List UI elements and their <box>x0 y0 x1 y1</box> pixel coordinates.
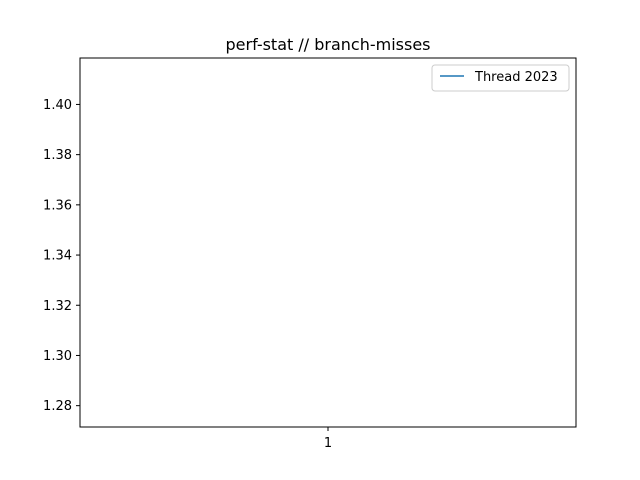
y-tick-label: 1.28 <box>43 399 72 414</box>
chart-title: perf-stat // branch-misses <box>225 35 430 54</box>
plot-area-frame <box>79 57 577 428</box>
legend-box <box>431 64 570 92</box>
legend: Thread 2023 <box>431 64 570 92</box>
y-tick-label: 1.38 <box>43 148 72 163</box>
y-tick-label: 1.34 <box>43 249 72 264</box>
legend-label: Thread 2023 <box>474 70 558 85</box>
y-tick-label: 1.36 <box>43 198 72 213</box>
x-tick-label: 1 <box>324 436 332 451</box>
y-tick-label: 1.30 <box>43 349 72 364</box>
x-axis: 1 <box>324 427 332 451</box>
y-tick-label: 1.40 <box>43 98 72 113</box>
y-tick-label: 1.32 <box>43 299 72 314</box>
y-axis: 1.28 1.30 1.32 1.34 1.36 1.38 1.40 <box>43 98 80 414</box>
